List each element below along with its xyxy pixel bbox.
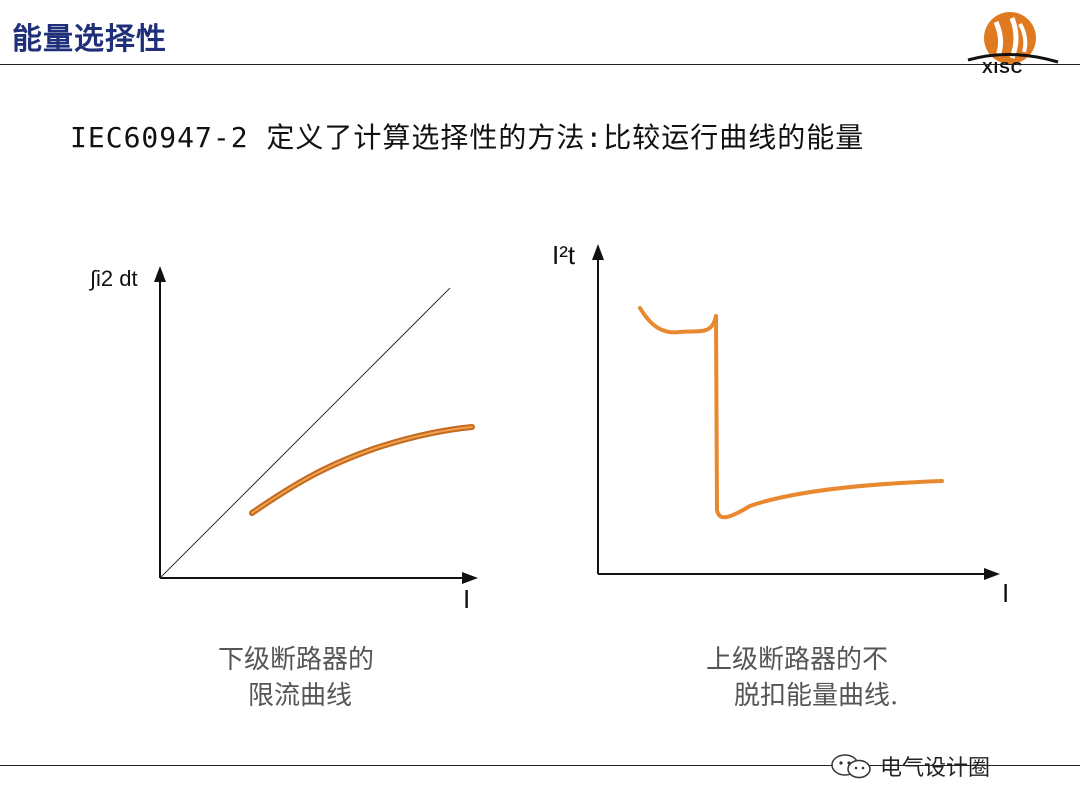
right-y-arrow	[592, 244, 604, 260]
left-caption-line2: 限流曲线	[248, 681, 353, 711]
wechat-icon	[831, 754, 871, 779]
right-caption-line1: 上级断路器的不	[706, 645, 889, 675]
left-caption: 下级断路器的 限流曲线	[218, 642, 374, 714]
left-x-arrow	[462, 572, 478, 584]
watermark-text: 电气设计圈	[880, 756, 991, 781]
bottom-rule	[0, 765, 1080, 766]
non-tripping-curve	[638, 306, 944, 520]
left-y-axis-label: ∫i2 dt	[90, 266, 138, 291]
current-limiting-curve	[249, 424, 475, 516]
slide-heading: IEC60947-2 定义了计算选择性的方法:比较运行曲线的能量	[70, 121, 865, 154]
left-caption-line1: 下级断路器的	[218, 645, 375, 675]
right-caption: 上级断路器的不 脱扣能量曲线.	[706, 642, 898, 714]
left-y-arrow	[154, 266, 166, 282]
right-x-arrow	[984, 568, 1000, 580]
left-x-axis-label: I	[463, 584, 471, 614]
right-caption-line2: 脱扣能量曲线.	[734, 681, 899, 711]
xisc-logo	[967, 12, 1059, 64]
left-diagram	[154, 266, 478, 584]
logo-text: XISC	[982, 60, 1024, 77]
right-x-axis-label: I	[1002, 578, 1010, 608]
page-title: 能量选择性	[12, 22, 167, 57]
right-diagram	[592, 244, 1000, 580]
right-y-axis-label: I²t	[552, 240, 576, 270]
reference-diagonal	[159, 287, 451, 579]
top-rule	[0, 64, 1080, 65]
